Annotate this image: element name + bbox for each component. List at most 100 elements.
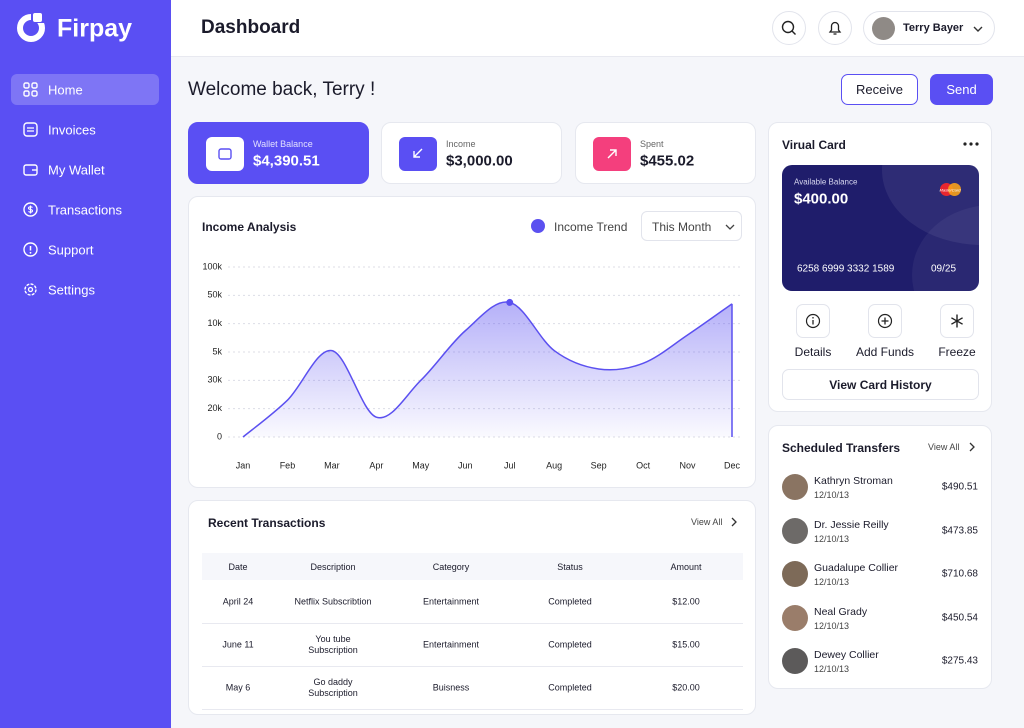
x-tick-label: Mar (324, 460, 340, 470)
table-cell: You tube Subscription (308, 634, 358, 655)
stat-value: $455.02 (640, 152, 695, 170)
table-cell: $15.00 (672, 639, 700, 650)
transfer-name: Neal Grady (814, 605, 868, 618)
welcome-text: Welcome back, Terry ! (188, 79, 376, 100)
chart-title: Income Analysis (202, 220, 297, 234)
transfer-date: 12/10/13 (814, 490, 850, 500)
nav-item[interactable]: Support (11, 234, 159, 265)
nav-label: Home (48, 82, 83, 97)
transfer-name: Dr. Jessie Reilly (814, 518, 889, 531)
row-divider (202, 709, 743, 710)
table-cell: April 24 (222, 596, 254, 607)
table-cell: Netflix Subscribtion (294, 596, 372, 607)
bank-card: Available Balance $400.00 MasterCard 625… (782, 165, 979, 291)
period-dropdown[interactable]: This Month (641, 211, 742, 241)
x-tick-label: May (412, 460, 430, 470)
y-tick-label: 50k (207, 290, 222, 300)
x-tick-label: Sep (591, 460, 607, 470)
x-tick-label: Dec (724, 460, 741, 470)
x-tick-label: Aug (546, 460, 562, 470)
stat-label: Income (446, 139, 476, 149)
transfer-name: Kathryn Stroman (814, 475, 893, 487)
x-tick-label: Oct (636, 460, 651, 470)
transfer-date: 12/10/13 (814, 533, 850, 544)
balance-label: Available Balance (794, 177, 858, 187)
stat-value: $4,390.51 (253, 152, 320, 170)
page-title: Dashboard (201, 17, 301, 38)
row-divider (202, 666, 743, 667)
table-cell: $20.00 (672, 682, 700, 693)
transfer-amount: $275.43 (941, 655, 978, 667)
freeze-button[interactable] (940, 304, 974, 338)
nav-label: Settings (48, 282, 95, 297)
user-menu[interactable]: Terry Bayer (863, 11, 995, 45)
table-cell: June 11 (222, 639, 254, 650)
column-header: Description (310, 562, 356, 572)
action-label: Freeze (938, 345, 976, 359)
stat-card: Income $3,000.00 (381, 122, 562, 184)
search-button[interactable] (772, 11, 806, 45)
dropdown-label: This Month (652, 220, 712, 234)
send-button[interactable]: Send (930, 74, 993, 105)
table-cell: Entertainment (422, 639, 480, 650)
details-button[interactable] (796, 304, 830, 338)
action-label: Details (794, 345, 832, 359)
nav-item[interactable]: Home (11, 74, 159, 105)
avatar (782, 517, 808, 544)
table-cell: Completed (548, 682, 592, 693)
transactions-card: Recent Transactions View All Date Descrip… (188, 500, 756, 715)
avatar (782, 474, 808, 500)
y-tick-label: 0 (217, 431, 222, 441)
area-line (242, 301, 733, 438)
table-header (202, 553, 743, 580)
receive-button[interactable]: Receive (841, 74, 918, 105)
add-funds-button[interactable] (868, 304, 902, 338)
table-cell: Entertainment (422, 596, 480, 607)
avatar (872, 17, 895, 40)
column-header: Category (432, 562, 470, 572)
virtual-card-panel: Virual Card Available Balance $400.00 Ma… (768, 122, 992, 412)
table-cell: Go daddy Subscription (308, 677, 358, 698)
nav-item[interactable]: Transactions (11, 194, 159, 225)
y-tick-label: 5k (212, 346, 222, 356)
nav-item[interactable]: Settings (11, 274, 159, 305)
nav-label: Support (48, 242, 94, 257)
stat-card: Wallet Balance $4,390.51 (188, 122, 369, 184)
y-tick-label: 20k (207, 403, 222, 413)
stat-icon (593, 137, 631, 171)
transfers-panel: Scheduled Transfers View All Kathryn Str… (768, 425, 992, 689)
stat-label: Wallet Balance (253, 139, 313, 149)
y-tick-label: 30k (207, 375, 222, 385)
section-title: Virual Card (782, 138, 846, 152)
x-tick-label: Jun (458, 460, 473, 470)
nav-item[interactable]: Invoices (11, 114, 159, 145)
avatar (782, 648, 808, 674)
x-tick-label: Jul (504, 460, 516, 470)
x-tick-label: Apr (369, 460, 383, 470)
chart-card (188, 196, 756, 488)
table-cell: Completed (548, 596, 592, 607)
y-tick-label: 10k (207, 318, 222, 328)
x-tick-label: Jan (236, 460, 251, 470)
transfer-name: Guadalupe Collier (814, 562, 899, 574)
legend-marker (531, 219, 545, 233)
card-history-button[interactable]: View Card History (782, 369, 979, 400)
view-all-link[interactable]: View All (928, 442, 960, 452)
table-cell: Completed (548, 639, 592, 650)
nav-item[interactable]: My Wallet (11, 154, 159, 185)
brand: Firpay (57, 14, 133, 43)
transfer-date: 12/10/13 (814, 664, 850, 674)
area-fill (243, 302, 732, 437)
transfer-amount: $473.85 (941, 525, 978, 536)
action-label: Add Funds (855, 345, 915, 359)
view-all-link[interactable]: View All (691, 517, 723, 527)
card-expiry: 09/25 (931, 263, 957, 275)
y-tick-label: 100k (202, 261, 222, 271)
column-header: Date (228, 562, 248, 572)
stat-label: Spent (640, 139, 664, 149)
notification-button[interactable] (818, 11, 852, 45)
stat-icon (206, 137, 244, 171)
transfer-amount: $710.68 (941, 568, 978, 580)
column-header: Amount (670, 562, 702, 572)
section-title: Scheduled Transfers (782, 441, 901, 455)
